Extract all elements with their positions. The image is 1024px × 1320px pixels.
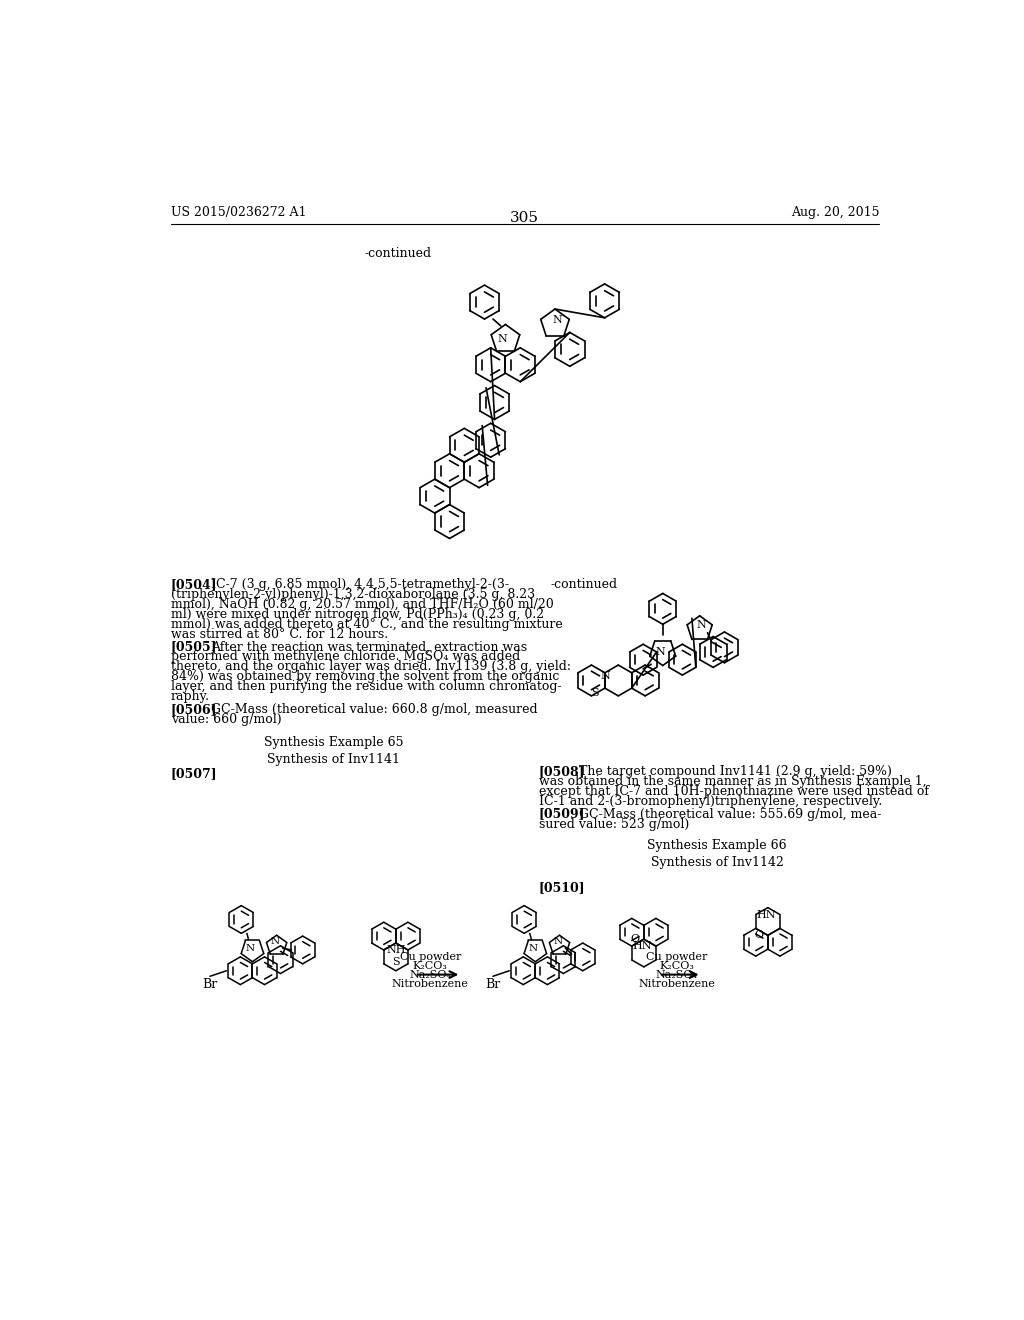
Text: [0507]: [0507] <box>171 767 217 780</box>
Text: Synthesis Example 65: Synthesis Example 65 <box>263 737 403 748</box>
Text: Br: Br <box>485 978 501 991</box>
Text: N: N <box>655 647 666 657</box>
Text: Cu powder: Cu powder <box>399 952 461 961</box>
Text: performed with methylene chloride. MgSO₄ was added: performed with methylene chloride. MgSO₄… <box>171 651 520 664</box>
Text: mmol), NaOH (0.82 g, 20.57 mmol), and THF/H₂O (60 ml/20: mmol), NaOH (0.82 g, 20.57 mmol), and TH… <box>171 598 553 611</box>
Text: raphy.: raphy. <box>171 690 210 704</box>
Text: S: S <box>591 688 598 698</box>
Text: Synthesis Example 66: Synthesis Example 66 <box>647 840 786 853</box>
Text: K₂CO₃: K₂CO₃ <box>659 961 694 970</box>
Text: HN: HN <box>757 909 776 920</box>
Text: ml) were mixed under nitrogen flow, Pd(PPh₃)₄ (0.23 g, 0.2: ml) were mixed under nitrogen flow, Pd(P… <box>171 609 544 622</box>
Text: US 2015/0236272 A1: US 2015/0236272 A1 <box>171 206 306 219</box>
Text: N: N <box>696 620 707 630</box>
Text: [0505]: [0505] <box>171 640 217 653</box>
Text: N: N <box>528 944 538 953</box>
Text: The target compound Inv1141 (2.9 g, yield: 59%): The target compound Inv1141 (2.9 g, yiel… <box>579 766 892 779</box>
Text: [0508]: [0508] <box>539 766 586 779</box>
Text: sured value: 523 g/mol): sured value: 523 g/mol) <box>539 817 689 830</box>
Text: O: O <box>631 935 640 944</box>
Text: [0510]: [0510] <box>539 880 586 894</box>
Text: -continued: -continued <box>550 578 617 591</box>
Text: N: N <box>600 671 609 681</box>
Text: Cu powder: Cu powder <box>646 952 708 961</box>
Text: GC-Mass (theoretical value: 660.8 g/mol, measured: GC-Mass (theoretical value: 660.8 g/mol,… <box>211 702 538 715</box>
Text: N: N <box>553 937 562 946</box>
Text: S: S <box>392 957 399 968</box>
Text: 305: 305 <box>510 211 540 224</box>
Text: except that IC-7 and 10H-phenothiazine were used instead of: except that IC-7 and 10H-phenothiazine w… <box>539 785 929 799</box>
Text: layer, and then purifying the residue with column chromatog-: layer, and then purifying the residue wi… <box>171 681 561 693</box>
Text: (triphenylen-2-yl)phenyl)-1,3,2-dioxaborolane (3.5 g, 8.23: (triphenylen-2-yl)phenyl)-1,3,2-dioxabor… <box>171 589 535 601</box>
Text: Br: Br <box>203 978 217 991</box>
Text: thereto, and the organic layer was dried. Inv1139 (3.8 g, yield:: thereto, and the organic layer was dried… <box>171 660 570 673</box>
Text: After the reaction was terminated, extraction was: After the reaction was terminated, extra… <box>211 640 527 653</box>
Text: Synthesis of Inv1141: Synthesis of Inv1141 <box>267 752 400 766</box>
Text: HN: HN <box>633 941 652 952</box>
Text: [0506]: [0506] <box>171 702 217 715</box>
Text: IC-1 and 2-(3-bromophenyl)triphenylene, respectively.: IC-1 and 2-(3-bromophenyl)triphenylene, … <box>539 795 882 808</box>
Text: was obtained in the same manner as in Synthesis Example 1,: was obtained in the same manner as in Sy… <box>539 775 927 788</box>
Text: NH: NH <box>386 945 406 954</box>
Text: N: N <box>246 944 255 953</box>
Text: Nitrobenzene: Nitrobenzene <box>392 979 469 989</box>
Text: [0504]: [0504] <box>171 578 217 591</box>
Text: was stirred at 80° C. for 12 hours.: was stirred at 80° C. for 12 hours. <box>171 628 388 642</box>
Text: N: N <box>552 315 562 325</box>
Text: 84%) was obtained by removing the solvent from the organic: 84%) was obtained by removing the solven… <box>171 671 559 684</box>
Text: N: N <box>498 334 507 345</box>
Text: Na₂SO₄: Na₂SO₄ <box>410 970 452 979</box>
Text: Aug. 20, 2015: Aug. 20, 2015 <box>792 206 880 219</box>
Text: Na₂SO₄: Na₂SO₄ <box>655 970 697 979</box>
Text: value: 660 g/mol): value: 660 g/mol) <box>171 713 282 726</box>
Text: Nitrobenzene: Nitrobenzene <box>638 979 715 989</box>
Text: N: N <box>270 937 280 946</box>
Text: O: O <box>755 931 764 940</box>
Text: IC-7 (3 g, 6.85 mmol), 4,4,5,5-tetramethyl-2-(3-: IC-7 (3 g, 6.85 mmol), 4,4,5,5-tetrameth… <box>211 578 509 591</box>
Text: Synthesis of Inv1142: Synthesis of Inv1142 <box>650 855 783 869</box>
Text: [0509]: [0509] <box>539 808 586 821</box>
Text: K₂CO₃: K₂CO₃ <box>413 961 447 970</box>
Text: -continued: -continued <box>365 247 431 260</box>
Text: GC-Mass (theoretical value: 555.69 g/mol, mea-: GC-Mass (theoretical value: 555.69 g/mol… <box>579 808 882 821</box>
Text: mmol) was added thereto at 40° C., and the resulting mixture: mmol) was added thereto at 40° C., and t… <box>171 618 562 631</box>
